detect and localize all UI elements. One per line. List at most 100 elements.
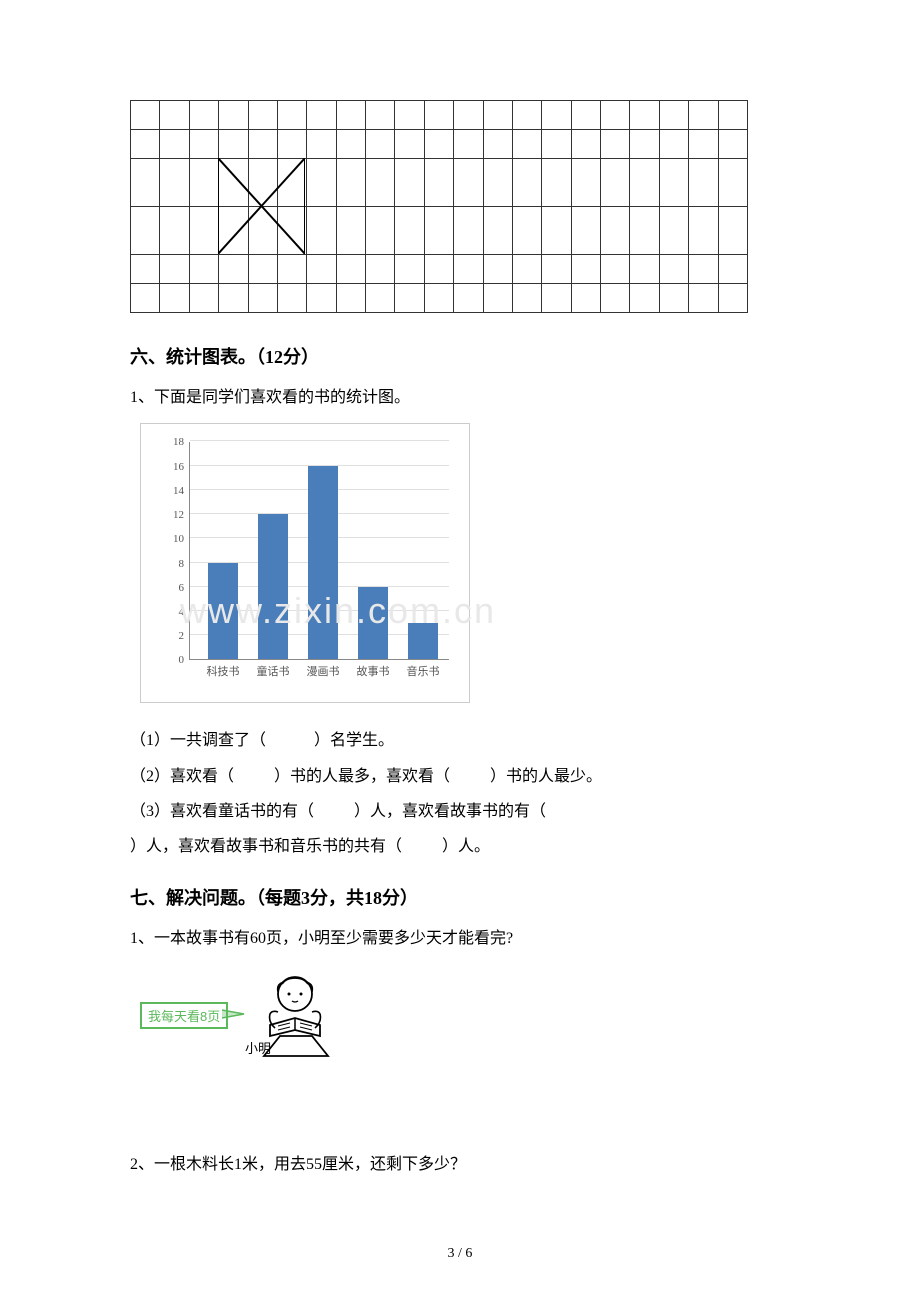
grid-cell — [542, 101, 571, 130]
grid-cell — [307, 159, 336, 207]
grid-cell — [630, 284, 659, 313]
grid-cell — [601, 101, 630, 130]
grid-cell — [189, 130, 218, 159]
grid-cell — [542, 159, 571, 207]
grid-cell — [307, 255, 336, 284]
grid-cell — [307, 101, 336, 130]
grid-cell — [277, 284, 306, 313]
grid-cell — [366, 130, 395, 159]
grid-cell — [189, 284, 218, 313]
chart-x-label: 童话书 — [251, 663, 295, 679]
grid-cell — [307, 284, 336, 313]
grid-cell — [454, 207, 483, 255]
grid-cell — [160, 207, 189, 255]
chart-y-label: 10 — [166, 533, 184, 545]
grid-cell — [277, 159, 306, 207]
chart-y-label: 16 — [166, 461, 184, 473]
grid-cell — [189, 255, 218, 284]
chart-bar — [358, 587, 388, 660]
grid-cell — [542, 255, 571, 284]
grid-cell — [219, 255, 248, 284]
grid-cell — [248, 255, 277, 284]
grid-cell — [160, 255, 189, 284]
chart-y-label: 8 — [166, 558, 184, 570]
page-number: 3 / 6 — [0, 1246, 920, 1262]
grid-cell — [219, 130, 248, 159]
grid-cell — [483, 159, 512, 207]
chart-x-label: 故事书 — [351, 663, 395, 679]
chart-y-label: 0 — [166, 654, 184, 666]
q7-2: 2、一根木料长1米，用去55厘米，还剩下多少？ — [130, 1150, 790, 1180]
grid-cell — [336, 159, 365, 207]
grid-cell — [219, 101, 248, 130]
grid-cell — [483, 207, 512, 255]
grid-cell — [571, 284, 600, 313]
grid-cell — [630, 255, 659, 284]
grid-cell — [395, 284, 424, 313]
grid-cell — [483, 255, 512, 284]
grid-cell — [277, 255, 306, 284]
grid-cell — [601, 284, 630, 313]
grid-cell — [131, 207, 160, 255]
chart-x-label: 科技书 — [201, 663, 245, 679]
section-7-heading: 七、解决问题。（每题3分，共18分） — [130, 884, 790, 910]
grid-cell — [718, 284, 748, 313]
grid-cell — [512, 255, 541, 284]
illustration-reading: 我每天看8页 小明 — [140, 970, 350, 1060]
grid-cell — [659, 130, 688, 159]
grid-cell — [689, 130, 718, 159]
grid-cell — [336, 130, 365, 159]
grid-cell — [659, 101, 688, 130]
speech-bubble: 我每天看8页 — [140, 1002, 228, 1029]
grid-cell — [512, 101, 541, 130]
q6-item-2: （2）喜欢看（）书的人最多，喜欢看（）书的人最少。 — [130, 759, 790, 794]
grid-cell — [219, 159, 248, 207]
grid-cell — [336, 207, 365, 255]
grid-cell — [366, 101, 395, 130]
grid-cell — [366, 284, 395, 313]
grid-cell — [659, 207, 688, 255]
grid-cell — [366, 207, 395, 255]
grid-cell — [601, 255, 630, 284]
grid-cell — [512, 207, 541, 255]
grid-cell — [336, 284, 365, 313]
grid-cell — [131, 130, 160, 159]
grid-cell — [336, 255, 365, 284]
chart-bar — [208, 563, 238, 660]
grid-cell — [571, 255, 600, 284]
grid-cell — [189, 159, 218, 207]
grid-cell — [277, 101, 306, 130]
grid-cell — [131, 284, 160, 313]
grid-cell — [248, 284, 277, 313]
grid-cell — [601, 207, 630, 255]
grid-cell — [160, 130, 189, 159]
grid-cell — [483, 284, 512, 313]
grid-cell — [424, 207, 453, 255]
grid-cell — [542, 207, 571, 255]
grid-cell — [512, 130, 541, 159]
grid-cell — [483, 130, 512, 159]
grid-cell — [189, 207, 218, 255]
chart-y-label: 4 — [166, 606, 184, 618]
bar-chart: 科技书童话书漫画书故事书音乐书 024681012141618 — [140, 423, 470, 703]
grid-cell — [718, 159, 748, 207]
chart-bar — [408, 623, 438, 659]
grid-cell — [601, 130, 630, 159]
grid-cell — [395, 255, 424, 284]
grid-cell — [248, 207, 277, 255]
grid-cell — [689, 255, 718, 284]
grid-cell — [189, 101, 218, 130]
grid-cell — [659, 159, 688, 207]
person-name: 小明 — [245, 1038, 271, 1057]
grid-cell — [630, 130, 659, 159]
grid-cell — [718, 130, 748, 159]
grid-cell — [571, 159, 600, 207]
grid-cell — [307, 130, 336, 159]
grid-cell — [454, 101, 483, 130]
grid-cell — [160, 284, 189, 313]
grid-cell — [630, 207, 659, 255]
grid-cell — [248, 101, 277, 130]
grid-cell — [424, 130, 453, 159]
grid-cell — [689, 284, 718, 313]
grid-cell — [659, 284, 688, 313]
